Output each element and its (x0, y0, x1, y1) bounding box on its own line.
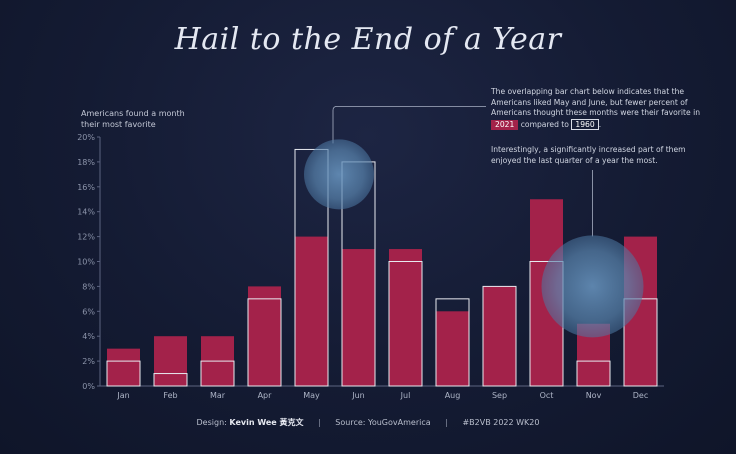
y-tick-label: 8% (82, 282, 95, 291)
annotation-1-text: The overlapping bar chart below indicate… (491, 87, 701, 117)
y-tick-label: 18% (77, 158, 95, 167)
annotation-1-end: . (598, 119, 602, 129)
footer-separator: | (318, 418, 321, 427)
bar-2021-apr (248, 286, 281, 386)
highlight-circle-last-quarter (541, 235, 644, 338)
annotation-may-june: The overlapping bar chart below indicate… (491, 87, 706, 130)
footer-separator: | (445, 418, 448, 427)
footer-tag: #B2VB 2022 WK20 (462, 418, 540, 427)
x-tick-label: Nov (586, 391, 602, 400)
y-tick-label: 2% (82, 357, 95, 366)
x-tick-label: Feb (163, 391, 177, 400)
bar-1960-mar (200, 360, 235, 387)
bar-1960-feb (153, 373, 188, 387)
x-tick-label: Jul (400, 391, 411, 400)
y-tick-label: 20% (77, 133, 95, 142)
bar-2021-jul (389, 249, 422, 386)
x-tick-label: Dec (633, 391, 648, 400)
chart-title: Hail to the End of a Year (174, 22, 562, 57)
y-tick-label: 6% (82, 307, 95, 316)
y-tick-label: 10% (77, 258, 95, 267)
highlight-circle-may-june (304, 139, 374, 210)
bar-2021-feb (154, 336, 187, 386)
bar-1960-jul (388, 261, 423, 387)
annotation-last-quarter: Interestingly, a significantly increased… (491, 145, 686, 165)
bar-1960-nov (576, 360, 611, 387)
footer-designer: Kevin Wee 黃克文 (229, 418, 304, 427)
bar-2021-jan (107, 348, 140, 386)
bar-2021-aug (436, 311, 469, 386)
y-tick-label: 0% (82, 382, 95, 391)
footer-design-prefix: Design: (196, 418, 227, 427)
year-1960-tag: 1960 (571, 118, 599, 130)
y-tick-label: 14% (77, 208, 95, 217)
y-axis-note: Americans found a month their most favor… (81, 109, 185, 129)
bar-1960-jan (106, 360, 141, 387)
x-tick-label: Jun (351, 391, 365, 400)
x-tick-label: Sep (492, 391, 507, 400)
bar-1960-apr (247, 298, 282, 387)
annotation-1-middle: compared to (520, 119, 569, 129)
year-2021-tag: 2021 (491, 119, 519, 130)
x-tick-label: Mar (210, 391, 226, 400)
footer-source: Source: YouGovAmerica (335, 418, 431, 427)
x-tick-label: Oct (540, 391, 554, 400)
footer: Design: Kevin Wee 黃克文 | Source: YouGovAm… (0, 417, 736, 428)
y-tick-label: 16% (77, 183, 95, 192)
bar-1960-may (294, 148, 329, 387)
x-tick-label: May (303, 391, 320, 400)
leader-line-may-june (332, 105, 486, 144)
bar-2021-may (295, 236, 328, 386)
bar-1960-sep (482, 285, 517, 387)
x-tick-label: Apr (258, 391, 273, 400)
x-tick-label: Aug (445, 391, 461, 400)
y-tick-label: 12% (77, 233, 95, 242)
y-tick-label: 4% (82, 332, 95, 341)
bar-2021-sep (483, 286, 516, 386)
x-tick-label: Jan (116, 391, 129, 400)
bar-2021-jun (342, 249, 375, 386)
bar-1960-aug (435, 298, 470, 387)
